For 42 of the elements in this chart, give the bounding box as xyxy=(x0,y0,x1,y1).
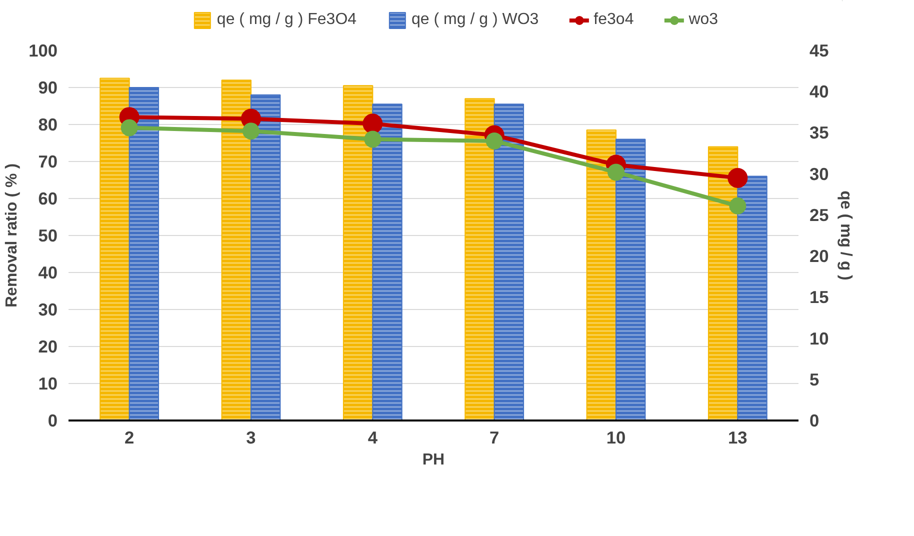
y-tick-label: 80 xyxy=(38,114,58,134)
x-tick-label: 3 xyxy=(246,428,256,448)
y-tick-label: 30 xyxy=(38,300,58,320)
y-tick-label: 90 xyxy=(38,78,58,98)
y-tick-label: 70 xyxy=(38,152,58,172)
point xyxy=(729,197,746,214)
y-tick-label: 50 xyxy=(38,226,58,246)
legend-label: qe ( mg / g ) WO3 xyxy=(412,11,539,29)
y2-tick-label: 15 xyxy=(810,287,830,308)
x-tick-label: 4 xyxy=(368,428,378,448)
y-tick-label: 100 xyxy=(28,40,58,60)
y2-tick-label: 5 xyxy=(810,369,820,390)
y-tick-label: 20 xyxy=(38,336,58,356)
y-axis-title: Removal ratio ( % ) xyxy=(4,163,21,308)
point xyxy=(364,130,382,148)
y-tick-label: 0 xyxy=(48,410,58,430)
x-tick-label: 10 xyxy=(606,428,626,448)
y-tick-label: 60 xyxy=(38,188,58,208)
y2-axis-title: qe ( mg / g ) xyxy=(836,190,854,280)
legend-label: wo3 xyxy=(688,11,718,29)
y-tick-label: 10 xyxy=(38,374,58,394)
legend-label: qe ( mg / g ) Fe3O4 xyxy=(216,11,357,29)
point xyxy=(608,164,624,181)
point xyxy=(486,132,503,150)
point xyxy=(120,119,138,136)
x-tick-label: 7 xyxy=(490,428,500,448)
x-tick-label: 13 xyxy=(728,428,748,448)
y-tick-label: 40 xyxy=(38,262,58,282)
y2-tick-label: 20 xyxy=(810,246,829,266)
point xyxy=(362,114,383,134)
y2-tick-label: 30 xyxy=(810,164,829,184)
point xyxy=(728,168,748,188)
y2-tick-label: 35 xyxy=(810,122,830,143)
y2-tick-label: 45 xyxy=(810,40,830,60)
x-axis-title: PH xyxy=(422,452,445,468)
y2-tick-label: 10 xyxy=(810,328,829,348)
x-tick-label: 2 xyxy=(124,428,134,448)
legend-label: fe3o4 xyxy=(594,11,634,29)
y2-tick-label: 25 xyxy=(810,204,830,225)
y2-tick-label: 40 xyxy=(810,82,829,102)
y2-tick-label: 0 xyxy=(810,410,820,430)
point xyxy=(242,122,260,140)
